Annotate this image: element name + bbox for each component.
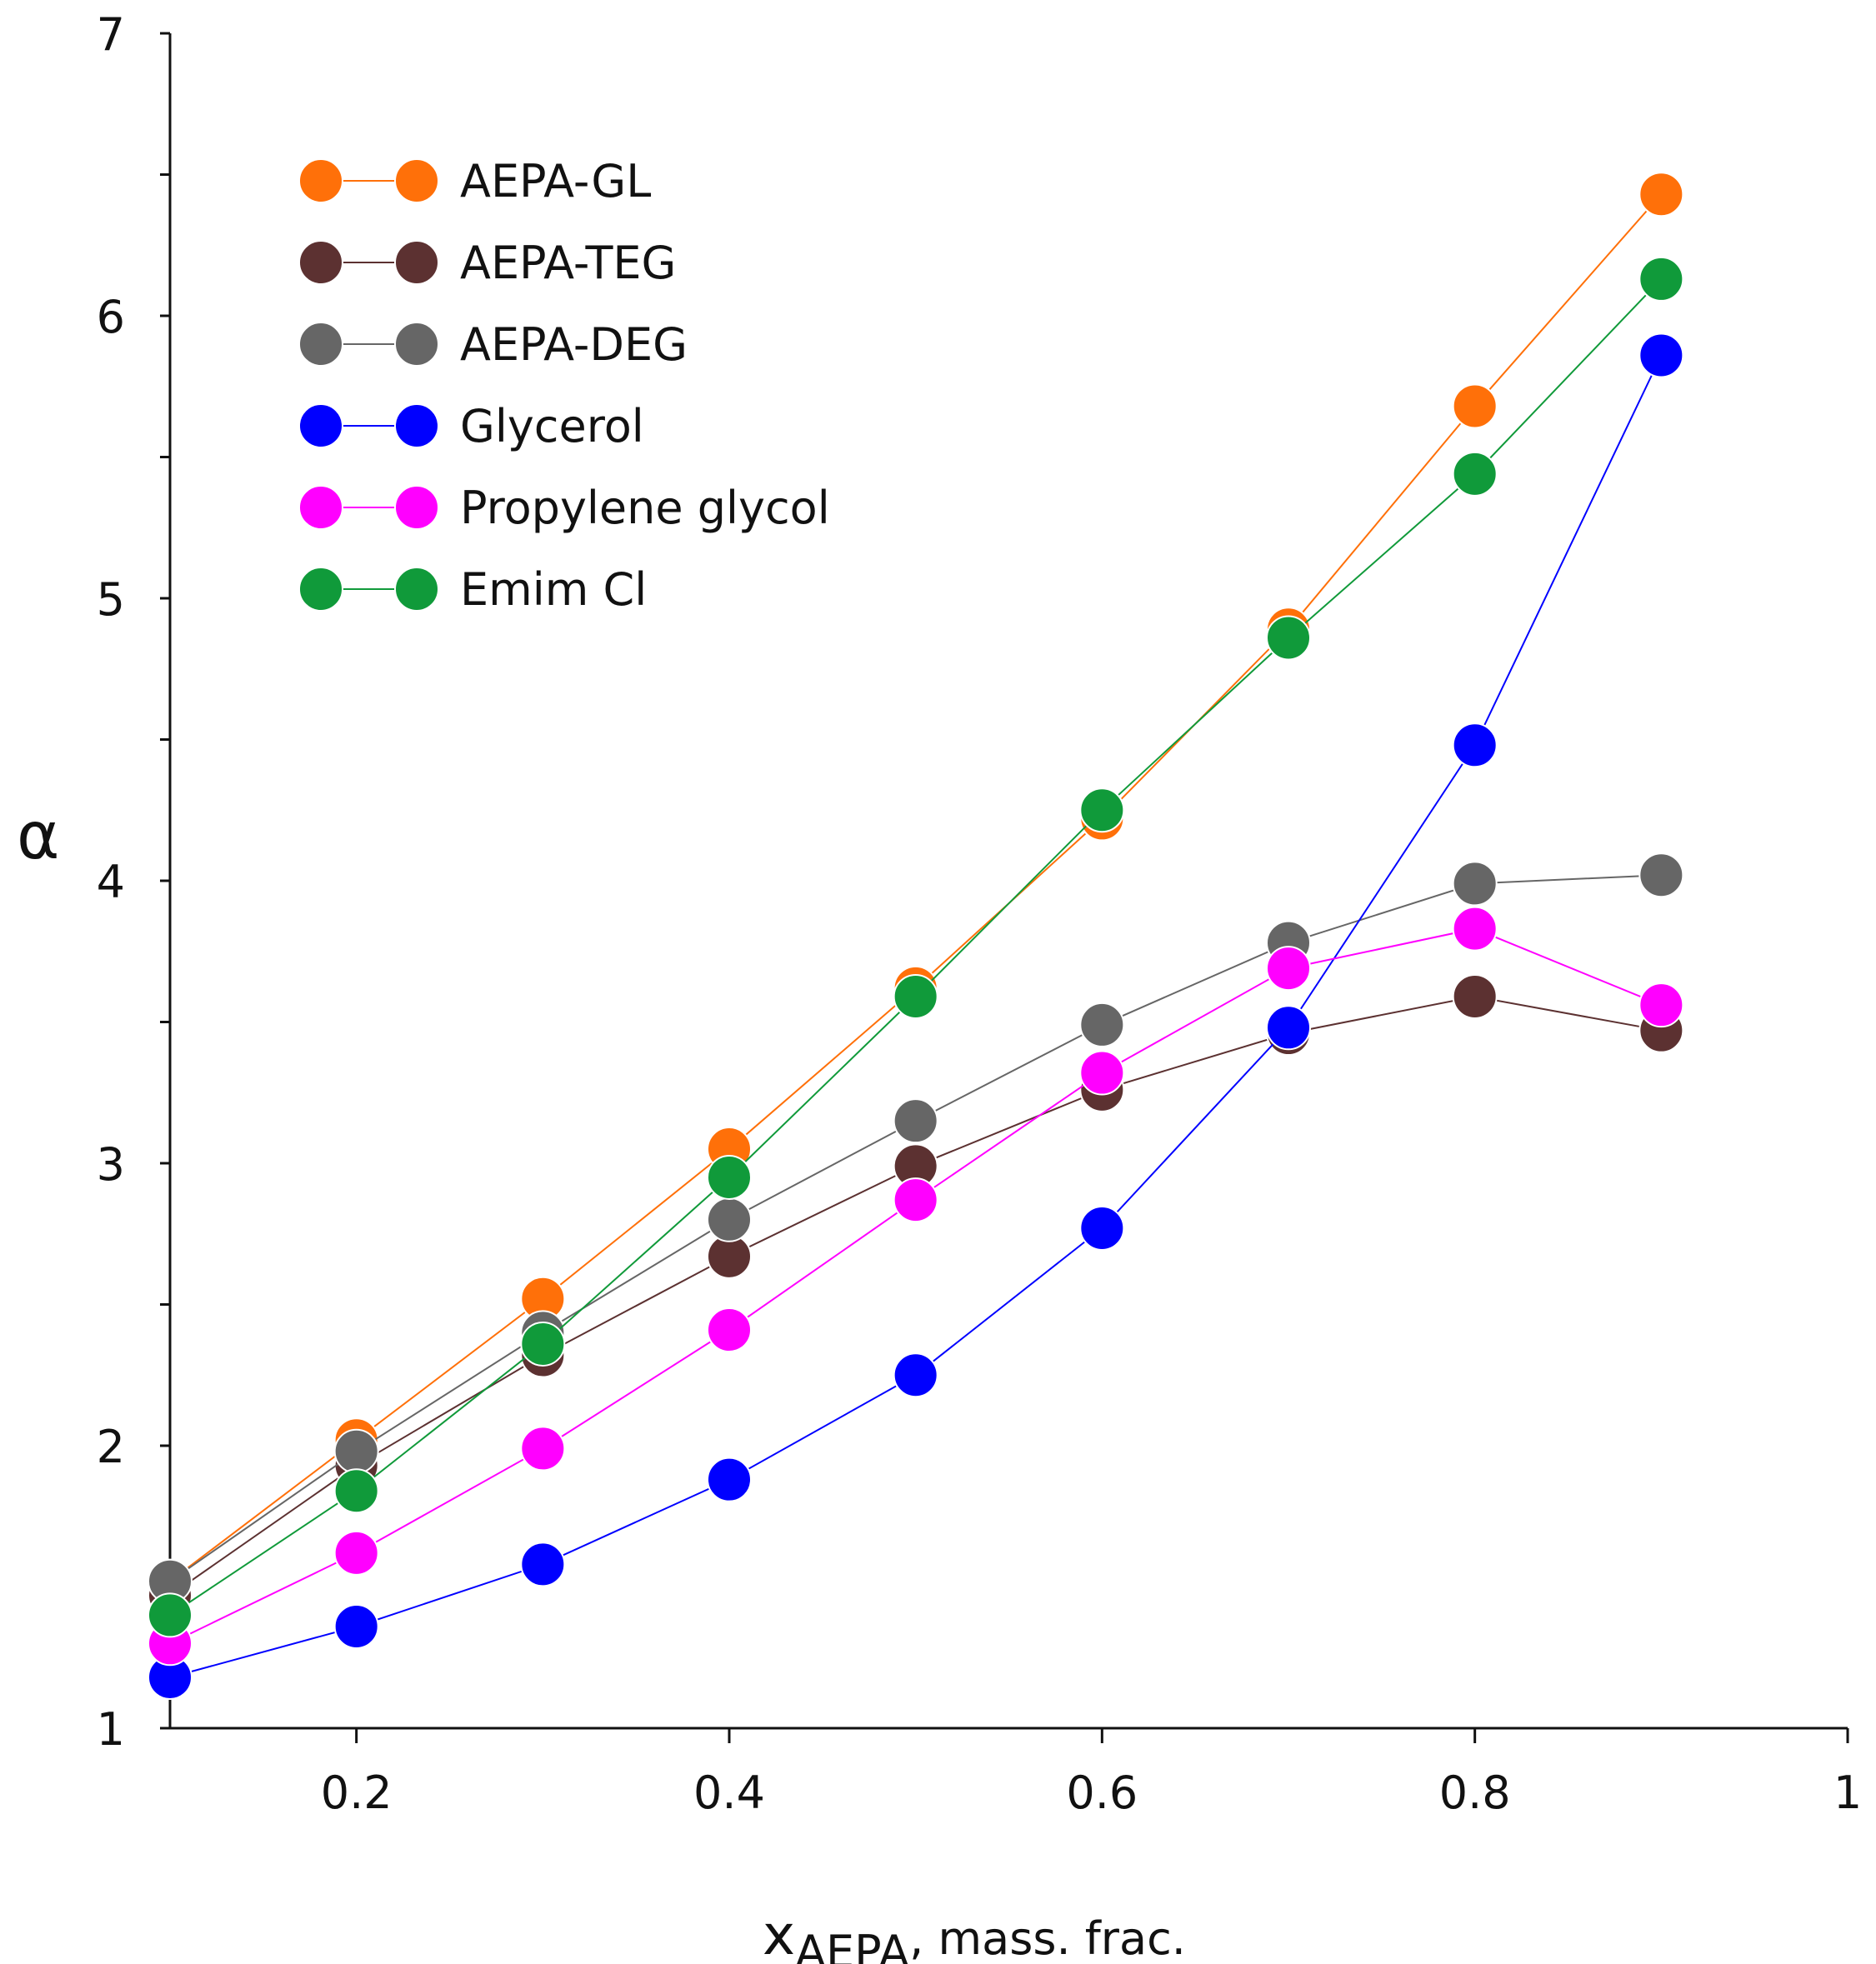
legend-item: AEPA-GL xyxy=(298,155,651,207)
data-point xyxy=(1452,973,1498,1019)
data-point xyxy=(333,1603,379,1649)
series-line xyxy=(169,278,1663,1617)
series-line xyxy=(169,927,1662,1645)
data-point xyxy=(1638,982,1684,1028)
data-point xyxy=(1079,1002,1125,1047)
legend-marker xyxy=(394,240,439,285)
data-point xyxy=(1079,787,1125,833)
data-point xyxy=(707,1197,752,1242)
data-point xyxy=(333,1530,379,1576)
legend-label: AEPA-GL xyxy=(460,155,651,207)
x-tick-label: 1 xyxy=(1833,1767,1862,1819)
data-point xyxy=(1638,172,1684,217)
data-point xyxy=(1452,906,1498,952)
y-tick-label: 5 xyxy=(97,573,125,626)
data-point xyxy=(707,1457,752,1502)
legend-label: AEPA-TEG xyxy=(460,237,676,289)
legend-item: Emim Cl xyxy=(298,563,647,616)
x-tick-label: 0.8 xyxy=(1439,1767,1511,1819)
data-point xyxy=(1452,722,1498,768)
legend-item: AEPA-TEG xyxy=(298,237,676,289)
data-point xyxy=(1266,615,1311,661)
data-point xyxy=(893,1177,938,1223)
x-axis-title-main: x xyxy=(763,1903,795,1964)
x-tick-label: 0.2 xyxy=(321,1767,393,1819)
x-tick-label: 0.4 xyxy=(693,1767,765,1819)
y-tick-label: 4 xyxy=(97,856,125,908)
y-axis-title: α xyxy=(17,799,59,874)
data-point xyxy=(1266,946,1311,992)
data-point xyxy=(1638,256,1684,302)
legend-marker xyxy=(394,322,439,367)
legend-marker xyxy=(298,322,343,367)
legend-marker xyxy=(298,485,343,530)
legend-marker xyxy=(394,567,439,612)
y-tick-label: 7 xyxy=(97,8,125,61)
legend-item: Propylene glycol xyxy=(298,482,830,534)
legend-label: AEPA-DEG xyxy=(460,318,688,371)
data-point xyxy=(707,1307,752,1353)
data-point xyxy=(893,1098,938,1144)
x-tick-label: 0.6 xyxy=(1066,1767,1138,1819)
data-point xyxy=(1266,1005,1311,1051)
data-point xyxy=(1452,383,1498,429)
series-glycerol xyxy=(148,332,1684,1700)
series-line xyxy=(169,995,1662,1597)
y-ticks: 1 2 3 4 5 6 7 xyxy=(97,8,170,1756)
data-point xyxy=(148,1592,193,1638)
series-emim-cl xyxy=(148,256,1684,1638)
x-axis-title-rest: , mass. frac. xyxy=(909,1912,1186,1964)
data-point xyxy=(1079,1205,1125,1251)
legend-item: Glycerol xyxy=(298,400,644,452)
y-tick-label: 3 xyxy=(97,1138,125,1191)
data-point xyxy=(520,1542,566,1587)
data-point xyxy=(333,1428,379,1474)
series-layer xyxy=(148,172,1684,1700)
legend-marker xyxy=(298,158,343,203)
axis-titles: α xAEPA, mass. frac. xyxy=(17,799,1186,1964)
legend-item: AEPA-DEG xyxy=(298,318,688,371)
series-propylene-glycol xyxy=(148,906,1684,1667)
y-tick-label: 1 xyxy=(97,1703,125,1756)
x-axis-title-sub: AEPA xyxy=(795,1926,909,1964)
legend-marker xyxy=(298,240,343,285)
data-point xyxy=(1638,852,1684,898)
axes: 1 2 3 4 5 6 7 0.2 0.4 0.6 0.8 1 xyxy=(97,8,1863,1819)
data-point xyxy=(520,1321,566,1367)
series-aepa-teg xyxy=(148,973,1684,1618)
data-point xyxy=(707,1154,752,1200)
legend-marker xyxy=(298,403,343,448)
data-point xyxy=(1452,451,1498,497)
legend-label: Glycerol xyxy=(460,400,644,452)
legend-label: Propylene glycol xyxy=(460,482,830,534)
legend: AEPA-GL AEPA-TEG AEPA-DEG Glycerol Propylene… xyxy=(298,155,830,616)
legend-marker xyxy=(394,158,439,203)
x-axis-title: xAEPA, mass. frac. xyxy=(763,1903,1186,1964)
legend-marker xyxy=(394,485,439,530)
legend-marker xyxy=(298,567,343,612)
legend-label: Emim Cl xyxy=(460,563,647,616)
data-point xyxy=(893,1352,938,1398)
data-point xyxy=(333,1468,379,1514)
x-ticks: 0.2 0.4 0.6 0.8 1 xyxy=(321,1728,1862,1819)
series-aepa-deg xyxy=(148,852,1684,1604)
y-tick-label: 2 xyxy=(97,1421,125,1473)
data-point xyxy=(520,1426,566,1472)
y-tick-label: 6 xyxy=(97,291,125,343)
data-point xyxy=(1452,861,1498,907)
data-point xyxy=(1079,1050,1125,1096)
legend-marker xyxy=(394,403,439,448)
data-point xyxy=(1638,332,1684,378)
data-point xyxy=(893,973,938,1019)
